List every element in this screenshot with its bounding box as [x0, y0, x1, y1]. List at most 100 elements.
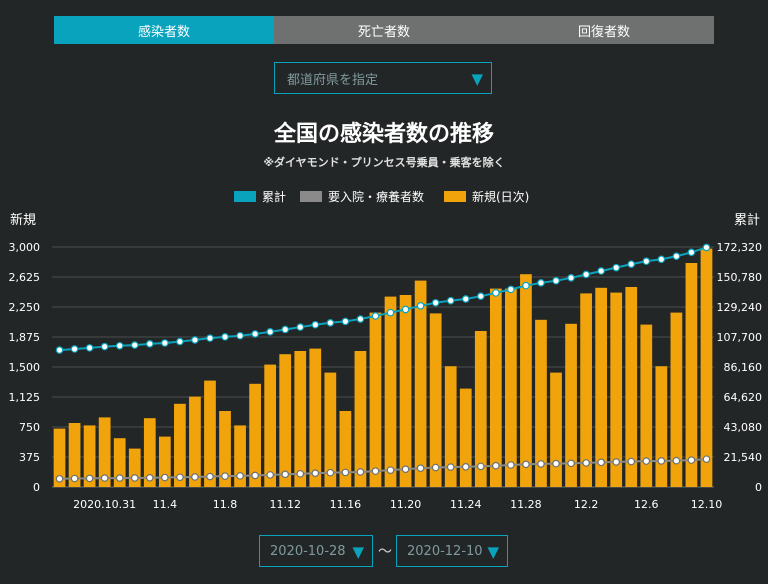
hospitalized-point: [657, 457, 666, 465]
x-tick-label: 11.20: [390, 498, 422, 511]
daily-bar: [384, 296, 397, 487]
cumulative-point: [702, 243, 711, 252]
daily-bar: [339, 411, 352, 487]
hospitalized-point: [55, 474, 64, 483]
hospitalized-point: [296, 469, 305, 478]
hospitalized-point: [236, 472, 244, 480]
start-date-select[interactable]: 2020-10-28 ▼: [259, 535, 373, 567]
hospitalized-point: [446, 463, 455, 471]
daily-bar: [294, 351, 307, 487]
cumulative-point: [326, 318, 335, 327]
daily-bar: [68, 423, 81, 487]
hospitalized-line: [59, 458, 707, 480]
daily-bar: [309, 348, 322, 487]
cumulative-point: [161, 339, 169, 347]
left-tick-label: 0: [33, 481, 40, 494]
tab-deaths[interactable]: 死亡者数: [274, 16, 494, 44]
cumulative-point: [492, 289, 500, 297]
right-tick-label: 150,780: [717, 271, 763, 284]
cumulative-point: [55, 346, 64, 354]
daily-bar: [429, 313, 442, 487]
hospitalized-point: [311, 469, 320, 478]
cumulative-point: [537, 279, 545, 287]
left-tick-label: 3,000: [9, 241, 41, 254]
hospitalized-point: [431, 463, 440, 472]
end-date-select[interactable]: 2020-12-10 ▼: [396, 535, 508, 567]
cumulative-point: [627, 260, 636, 268]
daily-bar: [670, 312, 683, 487]
daily-bar: [565, 323, 577, 487]
daily-bar: [219, 411, 231, 487]
hospitalized-point: [356, 468, 365, 476]
hospitalized-point: [416, 464, 425, 472]
cumulative-point: [176, 337, 184, 346]
hospitalized-point: [191, 473, 199, 481]
hospitalized-point: [401, 465, 410, 473]
daily-bar: [174, 403, 186, 487]
cumulative-point: [552, 276, 560, 285]
x-tick-label: 12.6: [634, 498, 659, 511]
hospitalized-point: [251, 471, 259, 480]
daily-bar: [640, 324, 653, 487]
hospitalized-point: [702, 455, 711, 463]
cumulative-point: [236, 331, 244, 340]
left-tick-label: 2,625: [9, 271, 41, 284]
x-tick-label: 12.2: [574, 498, 599, 511]
infection-chart: 累計 要入院・療養者数 新規(日次) 新規 累計 0 375 750 1,125 1,500 1,8…: [9, 189, 763, 511]
cumulative-point: [582, 270, 590, 279]
cumulative-point: [672, 252, 681, 261]
left-tick-label: 1,875: [9, 331, 41, 344]
daily-bar: [324, 372, 337, 487]
daily-bar: [158, 436, 171, 487]
hospitalized-point: [476, 462, 485, 471]
left-tick-label: 2,250: [9, 301, 41, 314]
end-date-value: 2020-12-10: [407, 543, 483, 559]
prefecture-select[interactable]: 都道府県を指定 ▼: [274, 62, 492, 94]
cumulative-point: [206, 334, 214, 342]
hospitalized-point: [386, 466, 395, 474]
daily-bar: [369, 312, 382, 487]
hospitalized-point: [371, 467, 380, 475]
daily-bar: [610, 292, 623, 487]
x-tick-label: 11.16: [330, 498, 362, 511]
legend-label: 累計: [262, 189, 286, 204]
daily-bar: [249, 383, 261, 487]
tab-infections[interactable]: 感染者数: [54, 16, 274, 44]
daily-bar: [128, 448, 141, 487]
right-axis-title: 累計: [734, 212, 760, 228]
cumulative-point: [341, 317, 350, 326]
tab-recoveries[interactable]: 回復者数: [494, 16, 714, 44]
cumulative-point: [85, 344, 94, 352]
daily-bar: [625, 287, 638, 487]
daily-bar: [459, 388, 472, 487]
daily-bar: [98, 417, 111, 487]
hospitalized-point: [567, 459, 575, 468]
hospitalized-point: [597, 458, 605, 467]
hospitalized-point: [642, 457, 651, 465]
daily-bar: [655, 366, 668, 487]
daily-bar: [505, 288, 517, 487]
daily-bar: [264, 364, 277, 487]
cumulative-point: [145, 340, 154, 348]
left-tick-label: 375: [19, 451, 40, 464]
cumulative-point: [657, 255, 666, 264]
cumulative-line: [59, 246, 707, 352]
daily-bar: [520, 274, 532, 487]
hospitalized-point: [266, 471, 274, 479]
prefecture-select-placeholder: 都道府県を指定: [287, 72, 379, 88]
x-tick-label: 11.4: [153, 498, 178, 511]
x-tick-label: 11.28: [510, 498, 542, 511]
right-tick-label: 21,540: [724, 451, 763, 464]
cumulative-point: [476, 292, 485, 300]
right-tick-label: 86,160: [724, 361, 763, 374]
x-tick-label: 2020.10.31: [73, 498, 136, 511]
x-tick-label: 11.8: [213, 498, 238, 511]
right-tick-label: 43,080: [724, 421, 763, 434]
cumulative-point: [100, 342, 109, 351]
cumulative-point: [371, 312, 380, 320]
hospitalized-point: [85, 474, 94, 483]
right-tick-label: 0: [755, 481, 762, 494]
hospitalized-point: [461, 463, 470, 471]
hospitalized-point: [537, 460, 545, 468]
hospitalized-point: [221, 472, 229, 480]
